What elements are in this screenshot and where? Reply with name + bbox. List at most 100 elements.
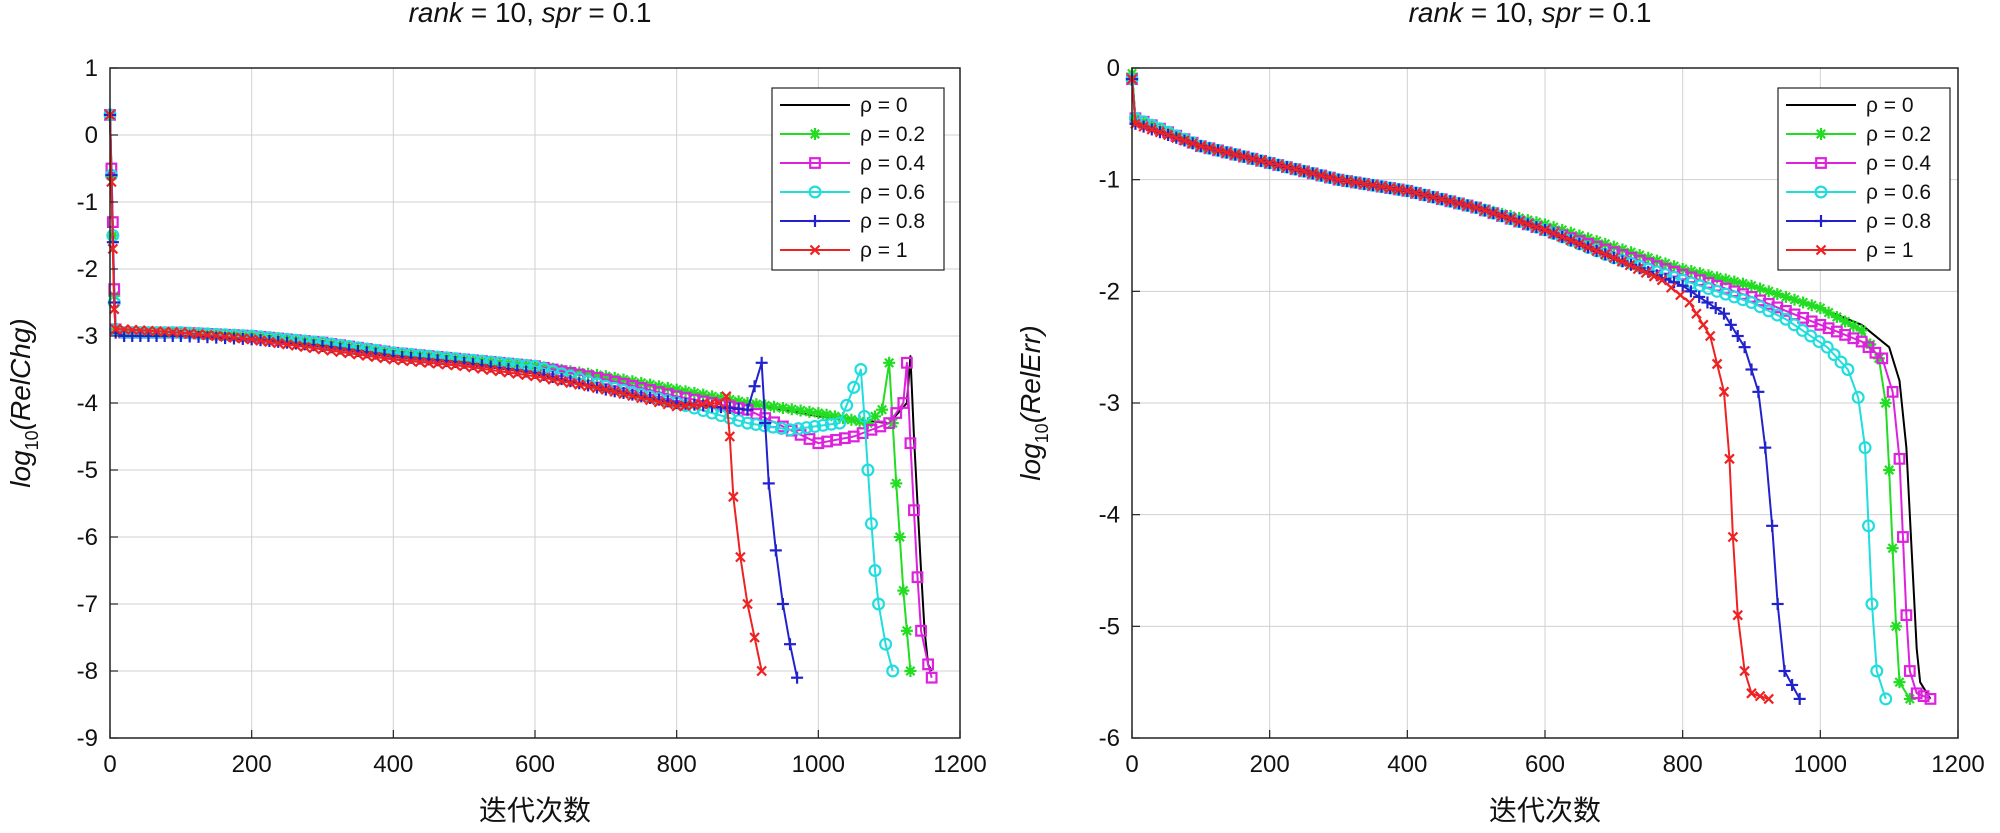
right-chart-xtick-label: 400 [1387, 751, 1427, 778]
left-chart-ticks: 0 200 400 600 800 1000 1200 1 0 -1 -2 -3 -4 -5 -6 -7 -8 -… [77, 55, 987, 778]
left-series-marker [255, 335, 266, 346]
left-series-marker [769, 544, 782, 557]
left-series-marker [476, 363, 488, 374]
right-series-marker [1771, 598, 1784, 610]
right-chart-xlabel: 迭代次数 [1489, 794, 1601, 827]
left-series-marker [740, 416, 754, 430]
left-chart: rank = 10, spr = 0.1 0 200 400 600 800 1000 12… [5, 0, 987, 827]
right-chart-ytick-label: -6 [1099, 725, 1120, 752]
left-series-marker [922, 658, 935, 671]
left-series-marker [915, 624, 927, 637]
left-series-marker [824, 417, 838, 431]
right-series-marker [1724, 318, 1737, 331]
left-series-marker [644, 394, 656, 406]
left-legend-label: ρ = 0.6 [860, 181, 925, 204]
left-series-rho-1 [104, 109, 767, 677]
right-chart: rank = 10, spr = 0.1 0 200 400 600 800 1000 12… [1015, 0, 1985, 827]
right-series-marker [1883, 464, 1896, 476]
right-series-marker [1367, 179, 1379, 191]
left-series-marker [520, 369, 532, 381]
right-series-marker [1290, 163, 1301, 175]
left-chart-xtick-label: 0 [103, 751, 116, 778]
left-legend-item: ρ = 0.8 [780, 210, 925, 233]
left-chart-ytick-label: 1 [85, 55, 98, 82]
left-legend-label: ρ = 0.2 [860, 123, 925, 146]
right-series-marker [1574, 238, 1585, 250]
right-chart-ytick-label: -4 [1099, 502, 1120, 529]
right-series-marker [1272, 159, 1284, 171]
left-legend-marker [808, 185, 822, 199]
left-series-marker [847, 380, 861, 394]
right-series-marker [1924, 693, 1937, 705]
left-chart-ytick-label: -2 [77, 256, 98, 283]
left-series-marker [812, 407, 825, 420]
left-series-marker [159, 326, 170, 337]
left-series-marker [529, 370, 541, 382]
right-series-marker [1724, 453, 1735, 465]
right-series-marker [1890, 620, 1903, 633]
left-series-marker [175, 327, 187, 338]
left-series-marker [845, 413, 858, 426]
right-series-marker [1496, 210, 1508, 222]
right-legend-item: ρ = 0.8 [1786, 210, 1931, 233]
right-series-marker [1565, 235, 1577, 246]
right-series-marker [1910, 687, 1923, 700]
right-series-marker [1917, 690, 1930, 703]
right-series-marker [1470, 202, 1482, 213]
right-series-marker [1839, 315, 1852, 328]
left-series-marker [820, 408, 833, 421]
left-series-marker [379, 352, 390, 364]
right-series-rho-1 [1126, 73, 1774, 705]
right-series-line [1131, 79, 1887, 700]
right-series-marker [1788, 293, 1801, 306]
left-chart-xtick-label: 1200 [933, 751, 986, 778]
right-series-marker [1793, 692, 1806, 705]
right-legend-marker [1815, 157, 1827, 169]
right-series-marker [1822, 306, 1835, 319]
right-series-marker [1307, 168, 1318, 179]
right-series-marker [1255, 155, 1267, 167]
right-series-marker [1648, 271, 1660, 282]
right-series-marker [1212, 145, 1224, 156]
right-legend-box [1777, 87, 1951, 271]
left-series-marker [671, 401, 682, 412]
right-series-marker [1727, 290, 1741, 304]
left-series-marker [202, 329, 213, 341]
right-legend-label: ρ = 0 [1866, 94, 1914, 117]
right-chart-ytick-label: -3 [1099, 390, 1120, 417]
left-series-marker [900, 356, 913, 369]
left-series-marker [756, 665, 767, 677]
left-chart-ylabel: log10(RelChg) [5, 318, 42, 487]
left-series-marker [800, 421, 814, 435]
left-series-marker [167, 326, 179, 338]
left-series-marker [705, 398, 716, 409]
right-series-marker [1505, 213, 1516, 225]
left-series-marker [904, 437, 917, 450]
right-legend-marker [1815, 244, 1827, 256]
right-series-marker [1171, 132, 1182, 144]
right-chart-xtick-label: 800 [1663, 751, 1703, 778]
right-series-marker [1582, 242, 1594, 253]
left-chart-ytick-label: -8 [77, 658, 98, 685]
left-chart-xtick-label: 600 [515, 751, 555, 778]
right-series-marker [1709, 302, 1722, 315]
left-series-marker [343, 347, 355, 359]
left-series-marker [688, 399, 699, 411]
right-chart-xtick-label: 1200 [1931, 751, 1984, 778]
right-series-marker [1453, 198, 1465, 209]
right-series-marker [1341, 175, 1353, 187]
right-series-marker [1522, 219, 1534, 230]
right-series-marker [1893, 676, 1906, 689]
left-series-marker [326, 345, 337, 356]
left-series-marker [897, 584, 910, 597]
right-series-marker [1462, 200, 1473, 211]
right-legend-label: ρ = 0.8 [1866, 210, 1931, 233]
right-chart-ytick-label: -2 [1099, 278, 1120, 305]
left-series-marker [609, 386, 620, 397]
left-series-marker [450, 360, 461, 371]
right-series-marker [1739, 665, 1750, 677]
left-series-marker [388, 354, 399, 365]
left-chart-xtick-label: 400 [373, 751, 413, 778]
left-series-marker [334, 346, 346, 358]
left-series-marker [854, 363, 868, 377]
